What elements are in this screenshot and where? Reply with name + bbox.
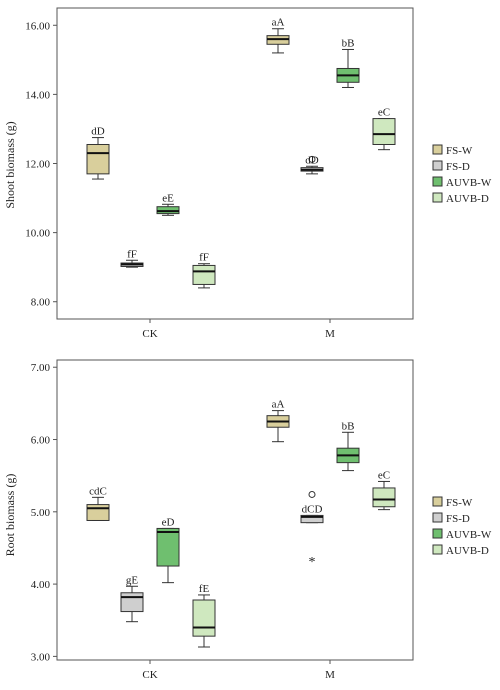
significance-label: dCD <box>302 503 323 515</box>
plot-frame <box>56 359 414 661</box>
legend-swatch-fs-d <box>432 160 443 171</box>
significance-label: aA <box>272 399 285 411</box>
significance-label: dD <box>305 154 319 166</box>
legend-label-fs-w: FS-W <box>446 497 473 509</box>
box-fs-d-m: * dCD <box>300 490 324 570</box>
legend-label-fs-d: FS-D <box>446 513 470 525</box>
box-fs-d-ck: gE <box>120 574 144 623</box>
y-tick-label: 14.00 <box>25 89 50 101</box>
x-tick-label-m: M <box>325 669 335 681</box>
y-tick-label: 6.00 <box>31 435 51 447</box>
x-tick-label-ck: CK <box>142 669 157 681</box>
outlier-point <box>308 155 316 163</box>
significance-label: eC <box>378 107 390 119</box>
significance-label: fF <box>199 252 209 264</box>
box-auvb-d-m: eC <box>372 107 396 151</box>
box-auvb-w-ck: eE <box>156 192 180 216</box>
y-axis-label: Root biomass (g) <box>3 474 17 557</box>
extreme-point: * <box>309 555 316 570</box>
legend-label-auvb-d: AUVB-D <box>446 193 489 205</box>
box-body <box>120 592 144 613</box>
legend-swatch-auvb-w <box>432 176 443 187</box>
legend: FS-W FS-D AUVB-W AUVB-D <box>432 496 492 557</box>
box-body <box>86 143 110 175</box>
significance-label: fE <box>199 583 210 595</box>
significance-label: bB <box>342 37 355 49</box>
box-auvb-w-ck: eD <box>156 516 180 584</box>
box-body <box>192 264 216 285</box>
legend: FS-W FS-D AUVB-W AUVB-D <box>432 144 492 205</box>
shoot-biomass-panel: 8.00 10.00 12.00 14.00 16.00 Shoot biomass (g… <box>3 7 492 340</box>
significance-label: fF <box>127 248 137 260</box>
y-tick-label: 7.00 <box>31 362 51 374</box>
box-auvb-w-m: bB <box>336 37 360 88</box>
y-tick-label: 3.00 <box>31 651 51 663</box>
box-body <box>372 487 396 508</box>
plot-frame <box>56 7 414 320</box>
box-fs-w-ck: dD <box>86 126 110 180</box>
legend-swatch-fs-w <box>432 496 443 507</box>
significance-label: eD <box>162 516 175 528</box>
box-body <box>372 118 396 145</box>
x-tick-label-ck: CK <box>142 328 157 340</box>
box-fs-w-ck: cdC <box>86 485 110 521</box>
legend-label-auvb-d: AUVB-D <box>446 545 489 557</box>
y-tick-label: 12.00 <box>25 159 50 171</box>
legend-label-fs-d: FS-D <box>446 161 470 173</box>
box-body <box>300 514 324 524</box>
significance-label: aA <box>272 17 285 29</box>
legend-swatch-fs-d <box>432 512 443 523</box>
box-auvb-d-ck: fF <box>192 252 216 289</box>
significance-label: bB <box>342 420 355 432</box>
box-body <box>156 527 180 567</box>
significance-label: eC <box>378 469 390 481</box>
legend-swatch-auvb-d <box>432 192 443 203</box>
legend-label-auvb-w: AUVB-W <box>446 529 492 541</box>
outlier-point <box>308 490 316 498</box>
significance-label: cdC <box>89 485 107 497</box>
box-body <box>86 504 110 521</box>
box-body <box>192 599 216 637</box>
box-fs-w-m: aA <box>266 17 290 54</box>
box-fs-w-m: aA <box>266 399 290 443</box>
legend-swatch-auvb-d <box>432 544 443 555</box>
legend-swatch-auvb-w <box>432 528 443 539</box>
y-tick-label: 16.00 <box>25 20 50 32</box>
box-auvb-w-m: bB <box>336 420 360 472</box>
root-biomass-panel: 3.00 4.00 5.00 6.00 7.00 Root biomass (g) CK Mc… <box>3 359 492 681</box>
significance-label: dD <box>91 126 105 138</box>
box-body <box>156 206 180 215</box>
legend-label-fs-w: FS-W <box>446 145 473 157</box>
box-fs-d-ck: fF <box>120 248 144 268</box>
box-auvb-d-m: eC <box>372 469 396 511</box>
legend-swatch-fs-w <box>432 144 443 155</box>
significance-label: gE <box>126 574 139 586</box>
box-auvb-d-ck: fE <box>192 583 216 648</box>
y-tick-label: 8.00 <box>31 297 51 309</box>
legend-label-auvb-w: AUVB-W <box>446 177 492 189</box>
box-fs-d-m: dD <box>300 154 324 175</box>
y-tick-label: 10.00 <box>25 228 50 240</box>
y-tick-label: 4.00 <box>31 579 51 591</box>
x-tick-label-m: M <box>325 328 335 340</box>
significance-label: eE <box>162 192 174 204</box>
y-tick-label: 5.00 <box>31 507 51 519</box>
y-axis-label: Shoot biomass (g) <box>3 121 17 208</box>
